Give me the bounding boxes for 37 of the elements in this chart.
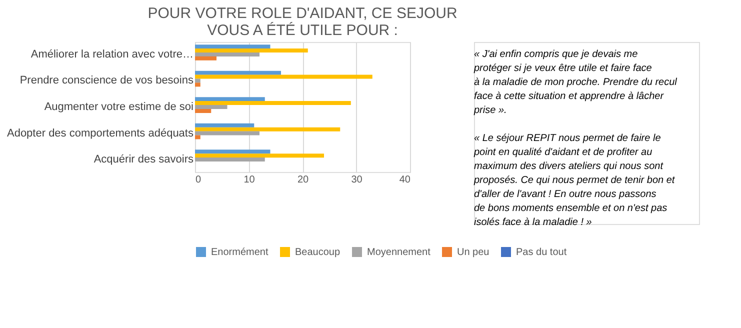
bar — [195, 123, 254, 128]
bar — [195, 44, 270, 49]
bar — [195, 97, 265, 102]
bar — [195, 70, 281, 75]
legend-label: Un peu — [457, 247, 490, 258]
x-tick-label: 20 — [297, 174, 309, 186]
x-tick-label: 10 — [244, 174, 256, 186]
y-tick-label: Prendre conscience de vos besoins — [20, 74, 194, 87]
y-tick-label: Acquérir des savoirs — [94, 154, 194, 166]
legend-label: Enormément — [211, 247, 268, 258]
bar — [195, 158, 265, 162]
x-tick-label: 0 — [196, 174, 202, 186]
text: « J'ai enfin compris que je devais me protéger si je veux être utile et faire face à la maladie de mon proche. Prendre du recul face à cette situation et apprendre à lâcher prise ». — [473, 49, 678, 116]
bar — [195, 127, 340, 132]
bar — [195, 82, 200, 87]
bar — [195, 48, 308, 53]
bar — [195, 78, 200, 83]
bar — [195, 74, 372, 79]
bar — [195, 135, 200, 140]
legend-label: Pas du tout — [516, 247, 567, 258]
bar — [195, 131, 260, 136]
x-tick-label: 30 — [351, 174, 363, 186]
y-tick-label: Augmenter votre estime de soi — [44, 101, 194, 113]
y-tick-label: Adopter des comportements adéquats — [6, 127, 194, 140]
bar — [195, 105, 228, 109]
bar — [195, 56, 216, 60]
chart-title: POUR VOTRE ROLE D'AIDANT, CE SEJOUR VOUS A ÉTÉ UTILE POUR : — [148, 5, 458, 39]
legend-label: Beaucoup — [295, 247, 340, 258]
bar — [195, 52, 260, 56]
y-tick-label: Améliorer la relation avec votre… — [30, 48, 194, 60]
bar — [195, 150, 270, 154]
bar — [195, 101, 351, 106]
x-tick-label: 40 — [399, 174, 411, 186]
bar — [195, 108, 212, 113]
legend-label: Moyennement — [367, 247, 431, 258]
bar — [195, 154, 324, 158]
text: « Le séjour REPIT nous permet de faire le point en qualité d'aidant et de profiter au maximum des divers ateliers qui nous sont proposés. Ce qui nous permet de tenir bon et d'aller de l'avant ! En outre nous passons de bons moments ensemble et on n'est pas isolés face à la maladie ! » — [473, 133, 676, 228]
